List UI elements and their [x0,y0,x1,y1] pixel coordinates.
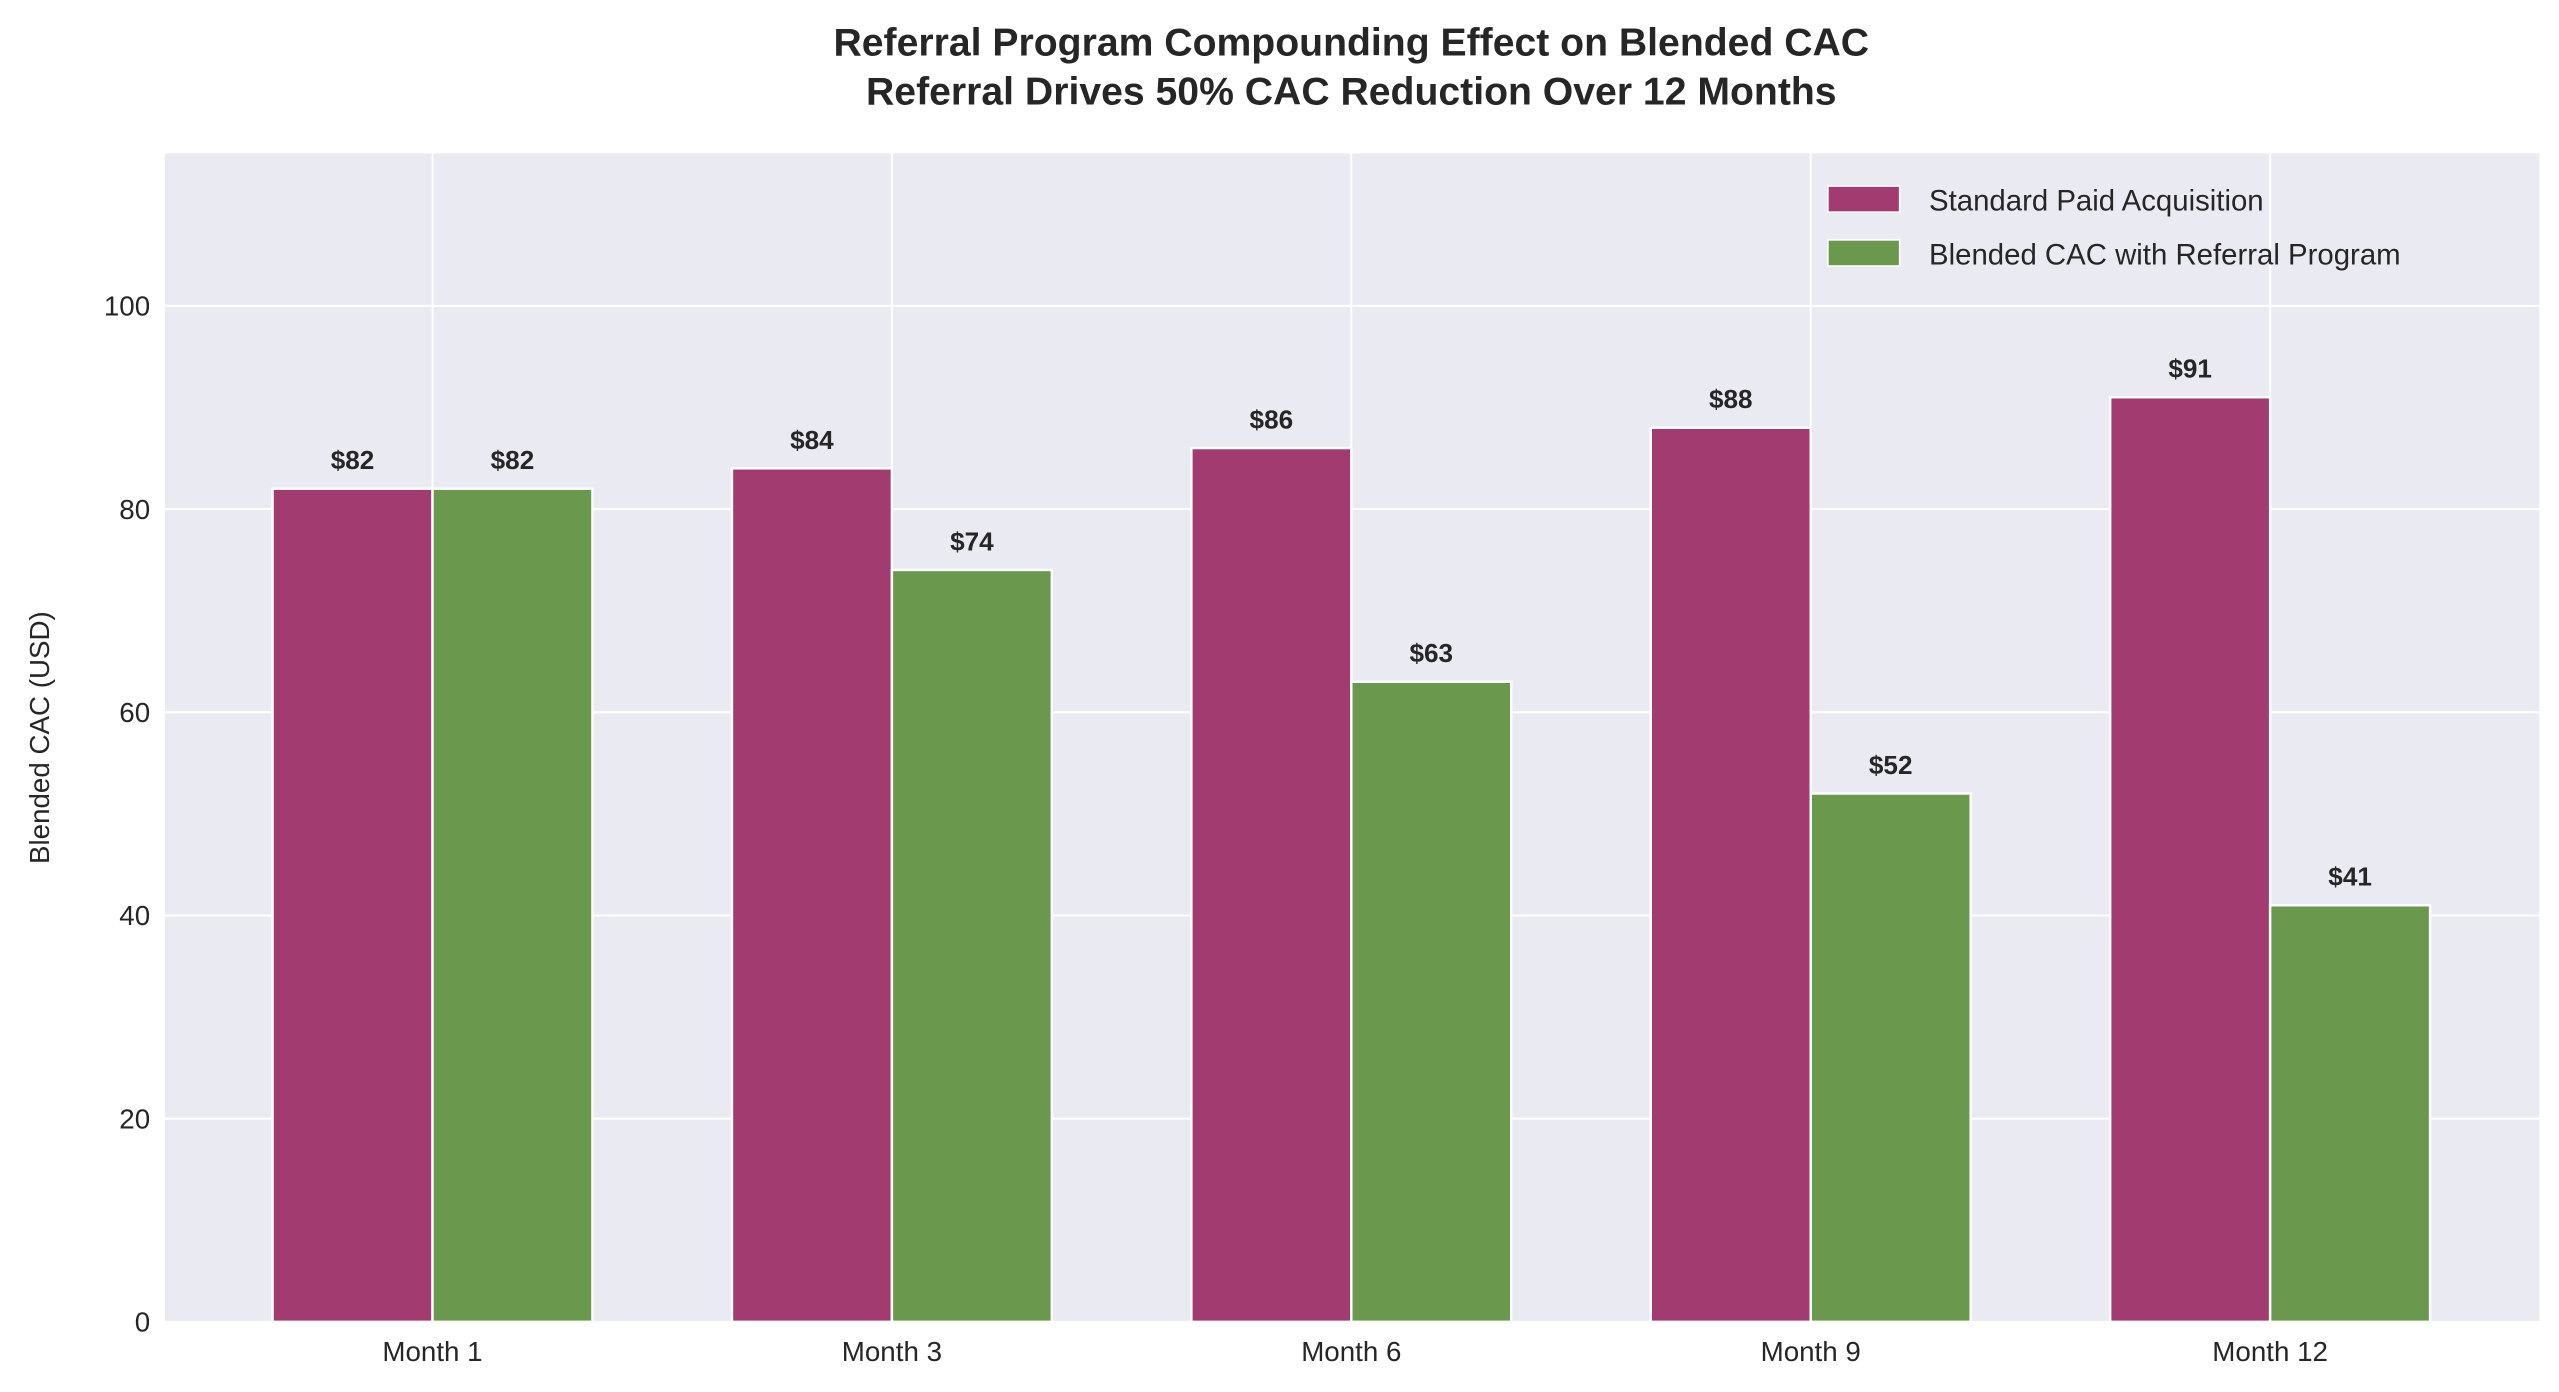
bar-standard [1190,446,1353,1324]
data-label: $86 [1250,404,1294,434]
legend-swatch-referral [1827,239,1901,267]
data-label: $52 [1869,750,1913,780]
data-label: $74 [950,526,994,556]
x-tick-label: Month 1 [382,1336,482,1367]
data-label: $82 [491,445,535,475]
y-tick-label: 60 [119,697,150,728]
legend-label-referral: Blended CAC with Referral Program [1929,238,2401,271]
axis-ticks: 0 20 40 60 80 100 Month 1 Month 3 Month 6 Month 9… [104,291,2328,1367]
bars: $82 $84 $86 $88 $91 $82 $74 $63 $52 $41 [271,354,2432,1324]
data-label: $63 [1409,638,1453,668]
bar-referral [1809,792,1972,1324]
bar-referral [2268,904,2432,1324]
bar-standard [730,467,894,1324]
chart-title: Referral Program Compounding Effect on B… [834,21,1870,64]
bar-standard [1649,426,1812,1324]
y-tick-label: 80 [119,494,150,525]
data-label: $82 [331,445,375,475]
bar-referral [1350,680,1513,1324]
y-tick-label: 40 [119,900,150,931]
y-axis-label: Blended CAC (USD) [24,611,55,864]
y-tick-label: 20 [119,1103,150,1134]
x-tick-label: Month 12 [2212,1336,2328,1367]
bar-referral [431,487,594,1324]
y-tick-label: 0 [135,1307,150,1338]
bar-standard [271,487,434,1324]
legend-label-standard: Standard Paid Acquisition [1929,185,2264,218]
x-tick-label: Month 3 [842,1336,942,1367]
chart-subtitle: Referral Drives 50% CAC Reduction Over 1… [866,70,1837,113]
x-tick-label: Month 6 [1301,1336,1401,1367]
legend: Standard Paid Acquisition Blended CAC wi… [1827,185,2401,271]
data-label: $41 [2328,862,2372,892]
x-tick-label: Month 9 [1761,1336,1861,1367]
legend-swatch-standard [1827,185,1901,213]
bar-referral [890,568,1054,1324]
data-label: $88 [1709,384,1753,414]
data-label: $91 [2168,354,2212,384]
data-label: $84 [790,425,834,455]
bar-standard [2108,396,2272,1324]
y-tick-label: 100 [104,291,150,322]
